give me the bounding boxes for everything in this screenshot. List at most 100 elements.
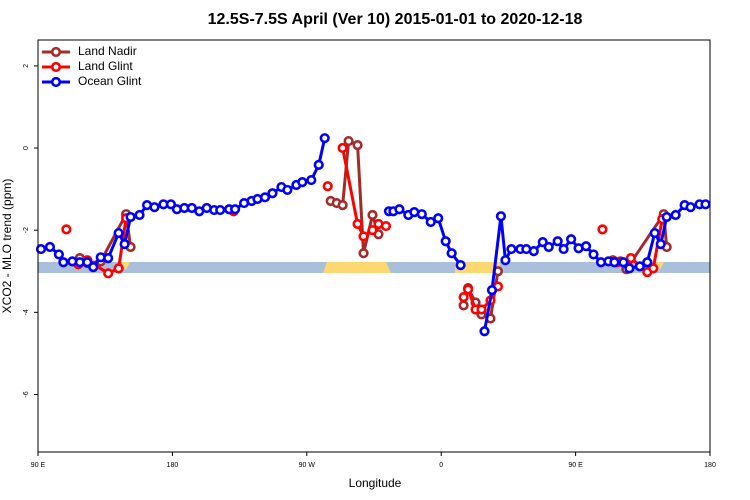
data-point — [394, 204, 405, 215]
data-point — [297, 177, 308, 188]
data-point — [61, 224, 72, 235]
data-point — [528, 246, 539, 257]
data-point — [125, 211, 136, 223]
x-axis-label: Longitude — [349, 476, 402, 490]
data-point — [462, 284, 474, 295]
data-point — [44, 241, 56, 253]
data-point — [446, 248, 457, 259]
data-point — [597, 224, 608, 235]
y-tick-label: 2 — [23, 64, 30, 68]
data-point — [558, 243, 569, 255]
data-point — [661, 211, 672, 223]
data-point — [103, 253, 114, 264]
legend-marker — [50, 61, 62, 73]
data-point — [358, 248, 369, 259]
data-point — [134, 209, 145, 221]
data-point — [259, 192, 271, 203]
data-point — [53, 249, 65, 260]
series-line — [330, 139, 380, 255]
series-line — [40, 137, 327, 269]
data-point — [343, 135, 354, 147]
data-point — [425, 216, 436, 228]
data-point — [649, 227, 660, 239]
data-point — [543, 241, 554, 253]
data-point — [367, 225, 378, 236]
data-point — [440, 236, 451, 247]
data-point — [215, 204, 226, 216]
data-point — [566, 234, 577, 245]
land-band — [122, 262, 130, 270]
data-point — [625, 253, 636, 264]
data-point — [642, 257, 653, 268]
data-point — [506, 243, 517, 255]
x-tick-label: 90 E — [31, 462, 46, 469]
y-tick-label: -6 — [23, 391, 30, 397]
data-point — [433, 213, 444, 224]
data-point — [416, 209, 427, 220]
land-band — [323, 262, 391, 273]
data-point — [337, 142, 348, 154]
data-point — [149, 202, 160, 213]
data-point — [35, 243, 47, 255]
data-point — [624, 263, 635, 274]
data-point — [267, 188, 278, 199]
legend-label: Land Nadir — [78, 44, 137, 58]
data-point — [580, 241, 592, 252]
data-point — [618, 257, 629, 268]
x-tick-label: 90 E — [568, 462, 583, 469]
land-band — [455, 262, 500, 273]
plot-frame — [37, 39, 711, 453]
data-point — [306, 174, 317, 186]
y-axis-label: XCO2 - MLO trend (ppm) — [0, 179, 14, 314]
data-point — [380, 220, 392, 232]
data-point — [458, 300, 469, 311]
data-point — [282, 184, 293, 196]
data-point — [670, 209, 681, 221]
data-point — [458, 292, 469, 303]
data-point — [486, 285, 498, 296]
x-tick-label: 0 — [439, 462, 443, 469]
legend-marker — [50, 46, 62, 58]
data-point — [367, 209, 378, 221]
land-band — [656, 262, 664, 270]
data-point — [230, 204, 241, 215]
data-point — [479, 326, 490, 337]
data-point — [634, 261, 645, 272]
chart-title: 12.5S-7.5S April (Ver 10) 2015-01-01 to … — [208, 11, 583, 28]
legend-label: Land Glint — [78, 59, 133, 73]
data-point — [337, 200, 348, 211]
data-point — [88, 262, 99, 273]
data-point — [322, 181, 333, 192]
data-point — [700, 199, 711, 210]
data-point — [319, 133, 330, 144]
data-point — [113, 227, 124, 239]
legend-label: Ocean Glint — [78, 74, 142, 88]
data-point — [358, 231, 369, 242]
data-point — [476, 304, 487, 315]
data-point — [500, 255, 511, 266]
data-point — [58, 257, 69, 268]
data-point — [609, 257, 620, 268]
data-point — [495, 211, 507, 222]
data-point — [352, 140, 363, 151]
data-point — [103, 268, 114, 279]
data-point — [119, 239, 130, 250]
data-point — [455, 260, 466, 271]
data-point — [655, 239, 666, 250]
data-point — [648, 263, 659, 274]
data-point — [313, 159, 324, 170]
data-point — [352, 218, 363, 230]
plot-area — [35, 133, 711, 337]
x-tick-label: 90 W — [299, 462, 316, 469]
surface-band — [38, 262, 710, 273]
data-point — [685, 202, 696, 213]
y-tick-label: 0 — [23, 146, 30, 150]
x-tick-label: 180 — [167, 462, 179, 469]
y-tick-label: -4 — [23, 309, 30, 315]
data-point — [588, 249, 599, 260]
y-tick-label: -2 — [23, 227, 30, 233]
data-point — [552, 236, 563, 247]
x-tick-label: 180 — [704, 462, 716, 469]
